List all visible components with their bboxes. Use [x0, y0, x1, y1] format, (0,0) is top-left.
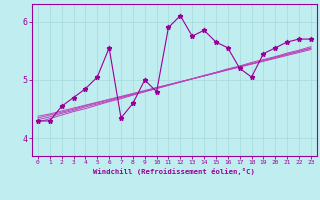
X-axis label: Windchill (Refroidissement éolien,°C): Windchill (Refroidissement éolien,°C)	[93, 168, 255, 175]
